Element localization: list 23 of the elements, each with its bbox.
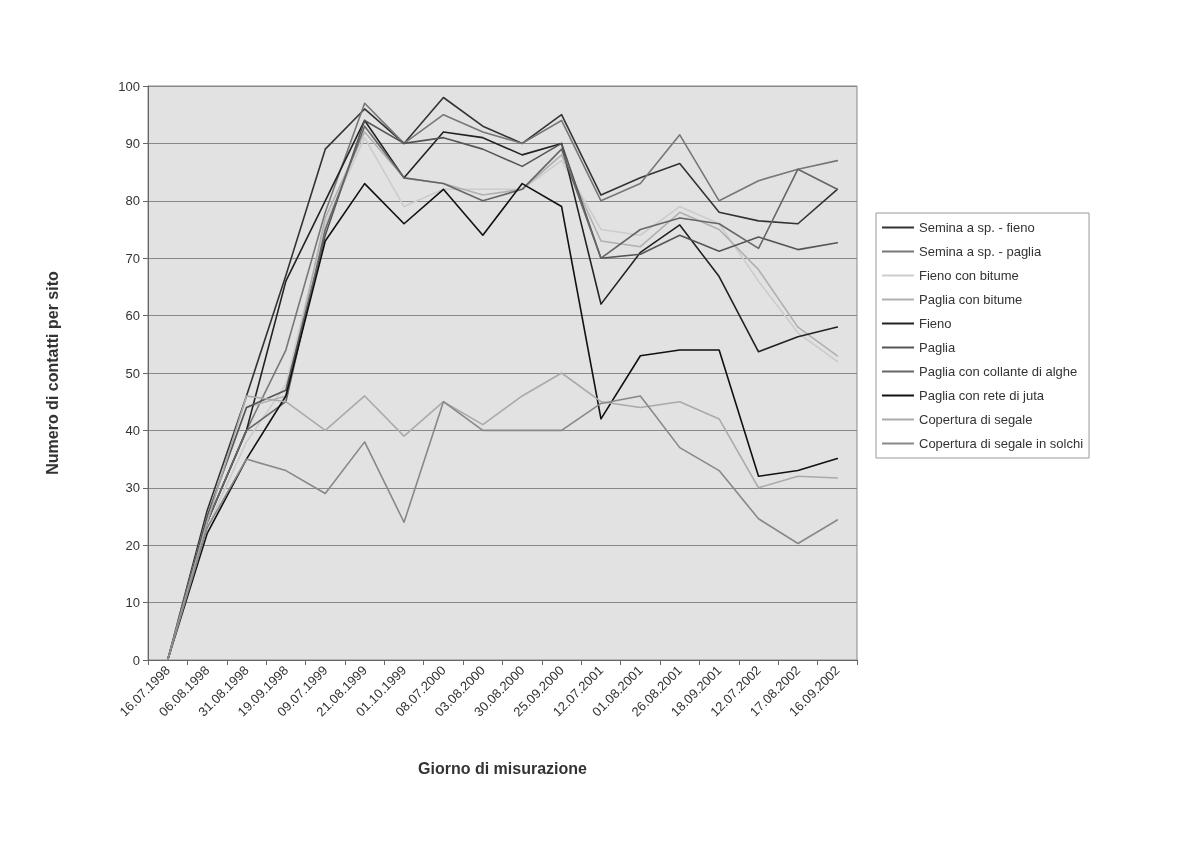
y-tick-label: 90 (125, 135, 140, 151)
legend-label: Paglia con bitume (919, 292, 1023, 307)
legend-label: Paglia con collante di alghe (919, 364, 1078, 379)
y-tick-label: 50 (125, 365, 140, 381)
legend-label: Semina a sp. - paglia (919, 244, 1042, 259)
y-tick-label: 30 (125, 480, 140, 496)
y-axis-title: Numero di contatti per sito (43, 270, 61, 475)
y-tick-label: 80 (125, 193, 140, 209)
y-tick-label: 10 (125, 595, 140, 611)
legend-label: Copertura di segale (919, 412, 1033, 427)
y-tick-label: 100 (118, 78, 140, 94)
legend-label: Paglia (919, 340, 956, 355)
legend-label: Semina a sp. - fieno (919, 220, 1035, 235)
y-tick-label: 20 (125, 537, 140, 553)
legend-label: Paglia con rete di juta (919, 388, 1045, 403)
y-tick-label: 60 (125, 308, 140, 324)
y-tick-label: 40 (125, 422, 140, 438)
legend-label: Copertura di segale in solchi (919, 436, 1084, 451)
legend-label: Fieno con bitume (919, 268, 1019, 283)
legend-label: Fieno (919, 316, 952, 331)
y-tick-label: 70 (125, 250, 140, 266)
x-axis-title: Giorno di misurazione (418, 759, 588, 777)
y-tick-label: 0 (132, 652, 140, 668)
